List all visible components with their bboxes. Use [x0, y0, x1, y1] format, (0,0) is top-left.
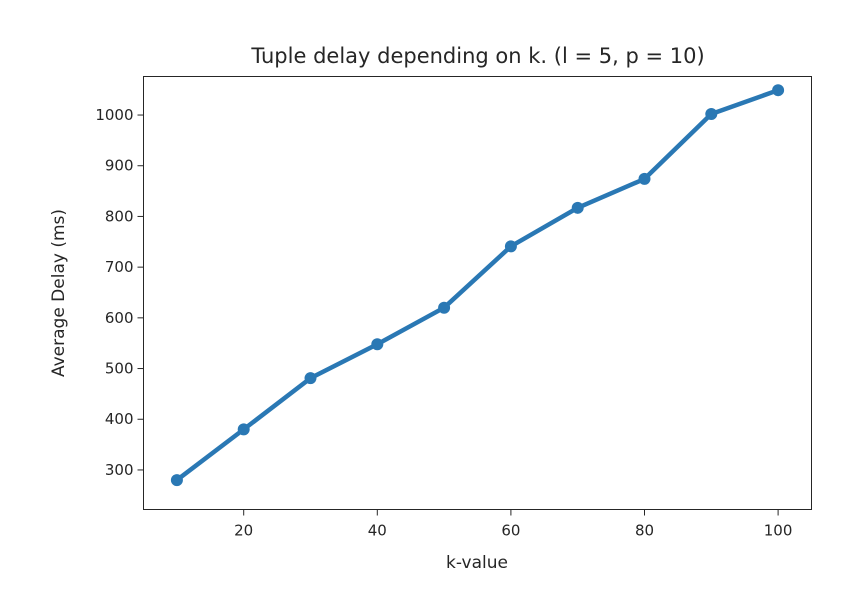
data-point [772, 84, 785, 97]
y-tick-label: 500 [105, 360, 134, 378]
x-tick-label: 20 [234, 522, 253, 540]
data-point [304, 372, 317, 385]
y-tick-label: 1000 [95, 106, 133, 124]
y-axis-label: Average Delay (ms) [49, 209, 69, 377]
y-tick-label: 700 [105, 258, 134, 276]
series-line [174, 87, 781, 483]
x-tick-label: 40 [368, 522, 387, 540]
axis-ticks: 20 40 60 80 100 300 400 500 600 700 800 900 1000 [95, 106, 792, 539]
data-point [705, 108, 718, 121]
y-tick-label: 800 [105, 207, 134, 225]
x-tick-label: 80 [635, 522, 654, 540]
data-point [504, 240, 517, 253]
plot-frame [143, 76, 812, 510]
x-axis-label: k-value [446, 553, 508, 573]
y-tick-label: 300 [105, 461, 134, 479]
y-tick-label: 400 [105, 410, 134, 428]
chart-title: Tuple delay depending on k. (l = 5, p = … [250, 44, 704, 68]
data-point [571, 201, 584, 214]
data-point [638, 172, 651, 185]
y-tick-label: 600 [105, 309, 134, 327]
x-tick-label: 100 [764, 522, 793, 540]
x-tick-label: 60 [501, 522, 520, 540]
series-group [170, 84, 785, 487]
data-point [438, 301, 451, 314]
data-point [371, 338, 384, 351]
y-tick-label: 900 [105, 157, 134, 175]
data-point [170, 474, 183, 487]
data-point [237, 423, 250, 436]
